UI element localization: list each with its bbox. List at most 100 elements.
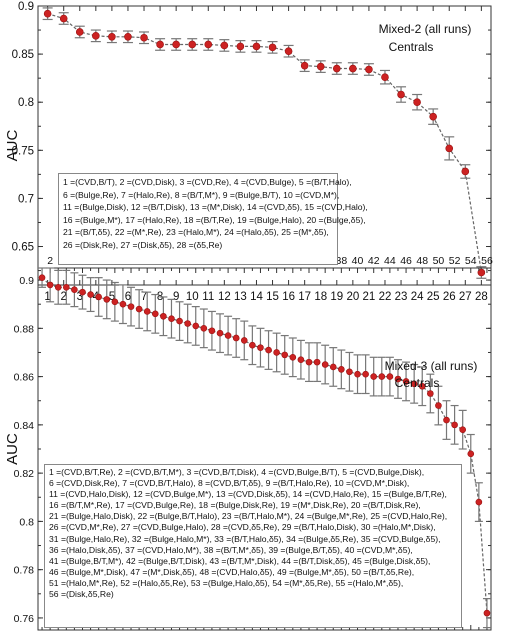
p0-data-point [156,40,164,49]
p1-data-point [95,293,102,301]
p0-data-point [461,167,470,176]
p1-ytick-label: 0.88 [14,323,35,335]
p1-data-point [168,315,175,322]
p1-data-point [240,337,248,344]
p0-data-point [477,268,486,277]
p1-data-point [111,298,119,306]
p1-data-point [63,284,70,291]
legend-line: 46 =(Bulge,M*,Disk), 47 =(M*,Disk,δ5), 4… [49,566,415,577]
p0-data-point [413,98,421,107]
p1-ytick-label: 0.78 [14,565,35,577]
p0-xtick-label: 5 [109,291,115,303]
p1-data-point [54,284,62,291]
p1-chart-subtitle: Centrals [395,376,440,390]
p0-xtick-label: 21 [363,291,376,303]
p0-xtick-label: 28 [475,291,488,303]
p1-data-point [354,370,361,378]
p1-data-point [192,322,200,330]
p1-data-point [370,373,378,380]
legend-line: 21 =(Bulge,Halo,Disk), 22 =(Bulge,B/T,Ha… [49,511,448,522]
p1-xtick-label: 44 [384,255,396,267]
p1-data-point [151,310,159,318]
p1-data-point [427,390,434,397]
p0-data-point [188,40,197,49]
p1-data-point [79,288,86,296]
p0-data-point [252,42,261,51]
p1-data-point [305,358,313,366]
p1-data-point [87,291,94,298]
p0-data-point [349,64,357,73]
p0-xtick-label: 6 [125,291,131,303]
p0-data-point [236,42,245,51]
p1-data-point [232,334,240,342]
p1-data-point [394,375,402,383]
legend-line: 11 =(CVD,Halo,Disk), 12 =(CVD,Bulge,M*),… [49,489,447,500]
p1-data-point [38,274,46,281]
p0-series-line [47,13,482,273]
p1-data-point [216,329,224,337]
p0-xtick-label: 3 [77,291,83,303]
p1-chart-title: Mixed-3 (all runs) [385,359,478,373]
p1-ytick-label: 0.82 [14,468,35,480]
p1-xtick-label: 54 [465,255,477,267]
p0-xtick-label: 23 [395,291,408,303]
p0-ytick-label: 0.85 [12,49,34,61]
legend-line: 21 =(B/T,δ5), 22 =(M*,Re), 23 =(Halo,M*)… [63,227,329,238]
p0-data-point [124,32,132,41]
p1-data-point [46,281,54,289]
p1-data-point [200,325,208,332]
p0-xtick-label: 1 [44,291,50,303]
legend-line: 26 =(Disk,Re), 27 =(Disk,δ5), 28 =(δ5,Re… [63,239,223,250]
p1-data-point [459,426,466,433]
legend-mixed2: 1 =(CVD,B/T), 2 =(CVD,Disk), 3 =(CVD,Re)… [58,173,368,265]
p0-data-point [300,61,309,70]
p1-data-point [338,366,345,373]
p0-xtick-label: 12 [218,291,231,303]
p1-ytick-label: 0.84 [14,420,35,432]
p0-chart-title: Mixed-2 (all runs) [379,22,472,36]
p0-xtick-label: 17 [298,291,311,303]
p1-data-point [224,332,232,339]
legend-line: 56 =(Disk,δ5,Re) [49,589,114,600]
p1-data-point [418,382,426,390]
p0-data-point [204,40,213,49]
p0-data-point [381,73,389,81]
p1-data-point [475,498,483,506]
p0-data-point [284,47,293,56]
p1-data-point [313,358,321,366]
legend-line: 41 =(Bulge,B/T,M*), 42 =(Bulge,B/T,Disk)… [49,555,431,566]
p0-xtick-label: 19 [330,291,343,303]
p0-data-point [92,32,100,40]
legend-line: 16 =(B/T,M*,Re), 17 =(CVD,Bulge,Re), 18 … [49,500,421,511]
legend-line: 31 =(Bulge,Halo,Re), 32 =(Bulge,Halo,M*)… [49,533,441,544]
p1-data-point [176,317,183,325]
p0-ytick-label: 0.65 [12,242,34,254]
p1-ytick-label: 0.8 [19,516,34,528]
legend-line: 16 =(Bulge,M*), 17 =(Halo,Re), 18 =(B/T,… [63,214,366,225]
p1-data-point [265,346,272,354]
p0-xtick-label: 14 [250,291,263,303]
p1-series-line [41,277,488,614]
p0-xtick-label: 20 [346,291,359,303]
p1-data-point [143,308,151,315]
p1-data-point [160,312,167,320]
p1-data-point [386,373,394,380]
p0-xtick-label: 7 [141,291,147,303]
p1-data-point [297,356,305,364]
p0-data-point [316,62,325,71]
p1-xtick-label: 2 [47,255,53,267]
p1-ytick-label: 0.86 [14,372,35,384]
legend-line: 11 =(Bulge,Disk), 12 =(B/T,Disk), 13 =(M… [63,202,368,213]
p0-chart-subtitle: Centrals [389,40,434,54]
p0-xtick-label: 11 [202,291,214,303]
p1-xtick-label: 38 [336,255,348,267]
p1-data-point [273,349,280,356]
p1-data-point [483,609,491,617]
p0-data-point [75,28,84,36]
p1-data-point [362,370,369,378]
p1-xtick-label: 52 [449,255,461,267]
p1-xtick-label: 40 [352,255,364,267]
legend-line: 36 =(Halo,Disk,δ5), 37 =(CVD,Halo,M*), 3… [49,544,413,555]
p1-data-point [378,373,386,380]
p1-data-point [119,300,127,308]
